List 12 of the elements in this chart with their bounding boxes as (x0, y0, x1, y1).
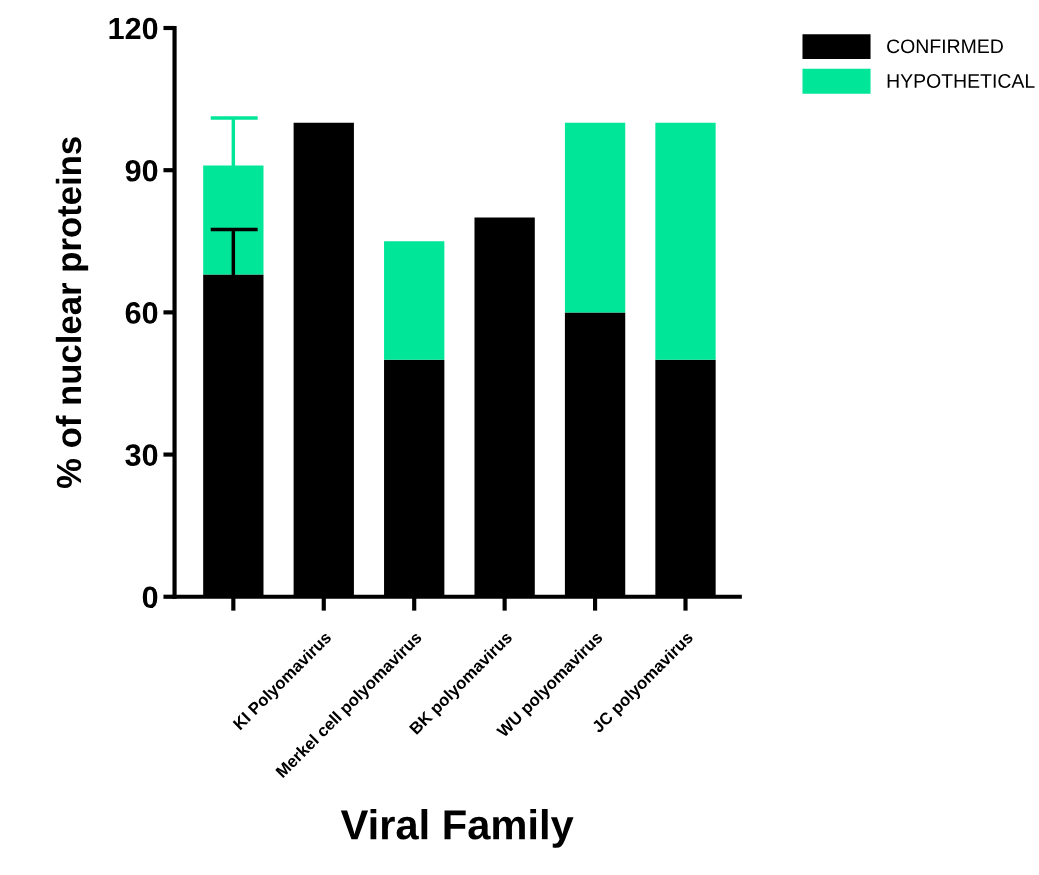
x-axis-title: Viral Family (340, 809, 574, 848)
y-tick-label: 120 (109, 17, 158, 40)
bar (655, 122, 716, 360)
y-tick-label: 30 (125, 444, 158, 466)
bar (564, 122, 626, 313)
y-tick-label: 60 (125, 302, 158, 324)
y-tick-label: 0 (142, 586, 158, 609)
y-tick-label: 90 (125, 159, 158, 182)
bar (384, 241, 445, 360)
y-axis-title: % of nuclear proteins (55, 137, 89, 489)
legend-label: HYPOTHETICAL (887, 74, 1035, 88)
legend-label: CONFIRMED (887, 39, 1003, 54)
